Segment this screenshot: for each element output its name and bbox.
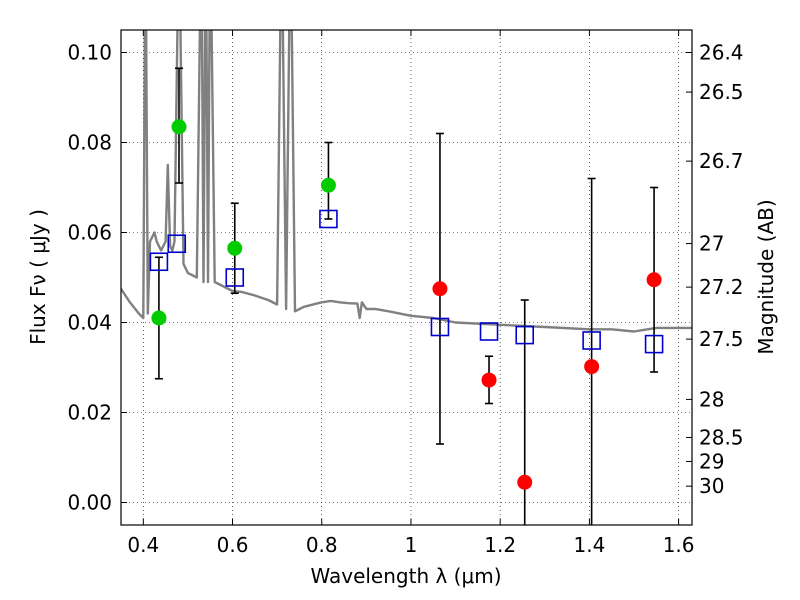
x-tick-label: 0.6 <box>217 533 249 557</box>
observed-flux-point <box>171 119 187 135</box>
y2-tick-label: 27.2 <box>699 275 744 299</box>
x-tick-label: 1 <box>405 533 418 557</box>
x-tick-label: 1.2 <box>484 533 516 557</box>
model-flux-square <box>149 252 169 272</box>
x-tick-label: 1.6 <box>663 533 695 557</box>
y2-tick-label: 30 <box>699 474 724 498</box>
y2-axis-label: Magnitude (AB) <box>754 199 778 354</box>
x-axis-label: Wavelength λ (μm) <box>310 564 501 588</box>
observed-flux-point <box>481 372 497 388</box>
model-flux-square <box>225 268 245 287</box>
y2-tick-label: 28.5 <box>699 425 744 449</box>
y-axis-label: Flux Fν ( μJy ) <box>26 209 50 345</box>
plot-area <box>121 30 692 525</box>
x-tick-label: 0.4 <box>127 533 159 557</box>
model-flux-square <box>430 317 450 337</box>
model-flux-square <box>582 331 601 350</box>
model-flux-square <box>644 334 664 354</box>
grid <box>121 30 692 525</box>
y-tick-label: 0.02 <box>67 401 112 425</box>
plot-frame <box>120 29 693 526</box>
y2-tick-label: 26.5 <box>699 80 744 104</box>
x-tick-label: 0.8 <box>306 533 338 557</box>
y2-tick-label: 27 <box>699 232 724 256</box>
observed-flux-point <box>432 281 448 297</box>
x-tick-label: 1.4 <box>573 533 605 557</box>
model-flux-square <box>479 322 499 341</box>
y2-tick-label: 29 <box>699 449 724 473</box>
model-flux-square <box>167 234 187 254</box>
y2-tick-label: 26.7 <box>699 149 744 173</box>
y-tick-label: 0.04 <box>67 311 112 335</box>
template-spectrum-line <box>121 30 692 333</box>
y-tick-label: 0.10 <box>67 41 112 65</box>
ticks: 0.4 0.6 0.8 1 1.2 1.4 1.6 0.00 0.02 0.04 0.06 0.08 0… <box>67 30 744 557</box>
observed-flux-point <box>320 177 336 193</box>
observed-flux-point <box>517 474 533 490</box>
observed-flux-point <box>646 272 662 288</box>
y2-tick-label: 26.4 <box>699 41 744 65</box>
y-tick-label: 0.08 <box>67 131 112 155</box>
y2-tick-label: 27.5 <box>699 327 744 351</box>
y-tick-label: 0.00 <box>67 491 112 515</box>
model-flux-square <box>515 325 535 345</box>
observed-flux-point <box>227 240 243 256</box>
observed-flux-point <box>151 310 167 326</box>
y-tick-label: 0.06 <box>67 221 112 245</box>
y2-tick-label: 28 <box>699 387 724 411</box>
observed-flux-point <box>584 359 600 375</box>
model-flux-square <box>319 209 338 229</box>
